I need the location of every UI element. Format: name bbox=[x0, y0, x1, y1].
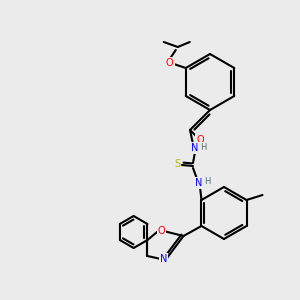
Text: N: N bbox=[191, 143, 199, 153]
Text: O: O bbox=[196, 135, 204, 145]
Text: N: N bbox=[160, 254, 167, 264]
Text: H: H bbox=[200, 142, 206, 152]
Text: O: O bbox=[158, 226, 165, 236]
Text: H: H bbox=[204, 178, 210, 187]
Text: S: S bbox=[174, 159, 180, 169]
Text: O: O bbox=[166, 58, 174, 68]
Text: N: N bbox=[195, 178, 203, 188]
